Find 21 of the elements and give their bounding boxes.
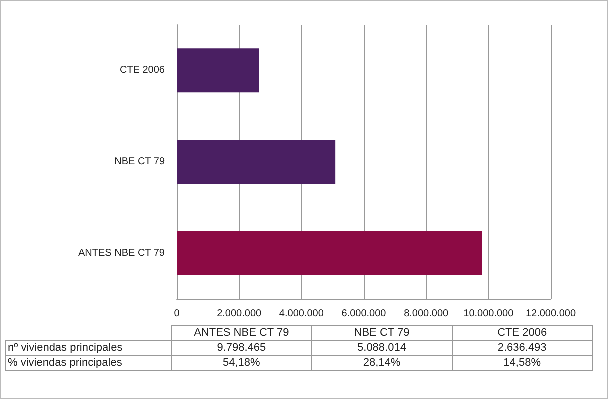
x-tick-label: 4.000.000 [279,308,324,320]
x-tick-label: 0 [174,308,180,320]
text: % viviendas principales [6,356,172,370]
x-tick-label: 6.000.000 [342,308,387,320]
x-tick-label: 12.000.000 [526,308,576,320]
text: 5.088.014 [312,340,452,356]
category-label: ANTES NBE CT 79 [194,327,290,339]
category-label: NBE CT 79 [354,327,410,339]
x-tick-label: 10.000.000 [464,308,514,320]
category-label: CTE 2006 [498,327,548,339]
text: 14,58% [452,356,592,370]
y-tick-label: ANTES NBE CT 79 [78,248,166,259]
text: 9.798.465 [172,340,312,356]
text: 28,14% [312,356,452,370]
y-tick-label: NBE CT 79 [114,156,166,168]
text: 54,18% [172,356,312,370]
x-tick-label: 8.000.000 [404,308,450,320]
text: nº viviendas principales [6,340,172,356]
y-tick-label: CTE 2006 [120,65,166,76]
text: 2.636.493 [452,340,592,356]
x-tick-label: 2.000.000 [217,308,262,320]
